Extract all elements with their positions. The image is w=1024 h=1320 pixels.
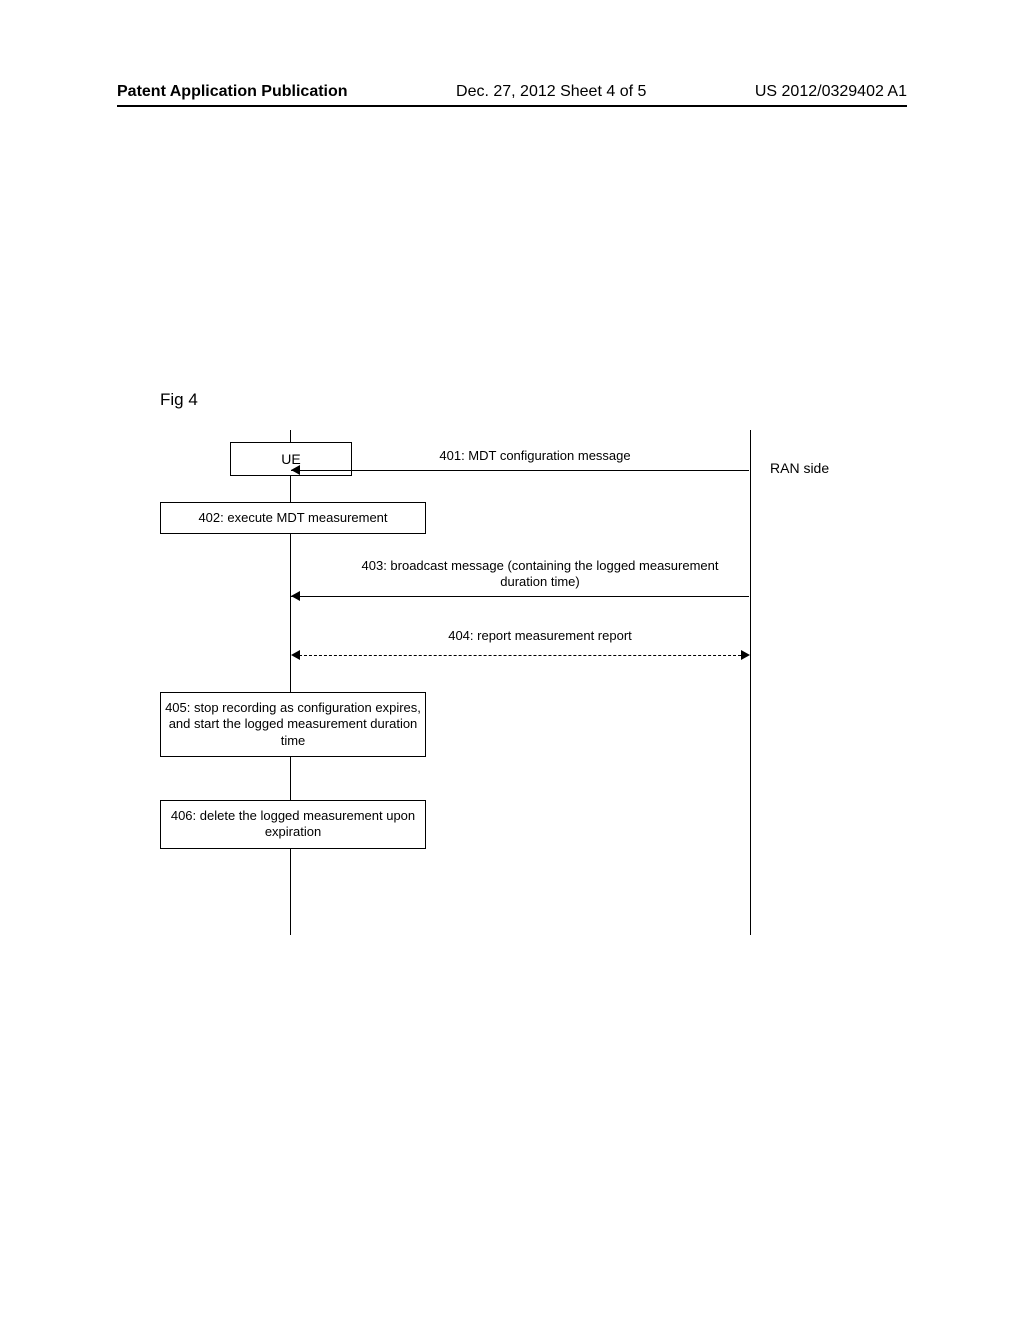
arrow-404 (294, 655, 746, 656)
arrowhead-401 (291, 465, 300, 475)
msg-401-label: 401: MDT configuration message (370, 448, 700, 464)
header-center: Dec. 27, 2012 Sheet 4 of 5 (456, 83, 646, 101)
lifeline-ran (750, 430, 751, 935)
step-406: 406: delete the logged measurement upon … (160, 800, 426, 849)
header-left: Patent Application Publication (117, 83, 348, 101)
actor-ran: RAN side (770, 460, 829, 476)
arrowhead-403 (291, 591, 300, 601)
step-405: 405: stop recording as configuration exp… (160, 692, 426, 757)
msg-404-label: 404: report measurement report (340, 628, 740, 644)
arrow-403 (291, 596, 749, 597)
page-header: Patent Application Publication Dec. 27, … (117, 83, 907, 107)
arrowhead-404-right (741, 650, 750, 660)
msg-403-label: 403: broadcast message (containing the l… (340, 558, 740, 591)
arrow-401 (291, 470, 749, 471)
figure-label: Fig 4 (160, 390, 198, 410)
header-right: US 2012/0329402 A1 (755, 83, 907, 101)
sequence-diagram: UE RAN side 401: MDT configuration messa… (160, 430, 900, 940)
step-402: 402: execute MDT measurement (160, 502, 426, 534)
arrowhead-404-left (291, 650, 300, 660)
